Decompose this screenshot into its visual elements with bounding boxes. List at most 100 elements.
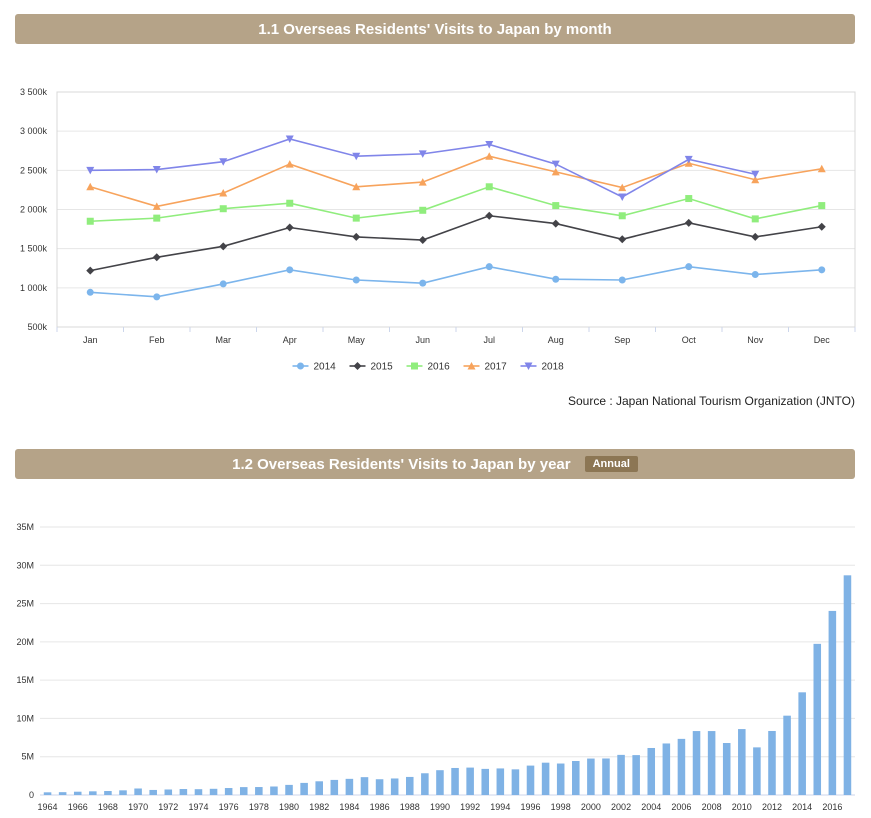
line-x-tick-label: Mar (216, 335, 232, 345)
series-point-2016 (818, 202, 826, 210)
series-point-2017 (352, 182, 361, 191)
series-point-2018 (751, 170, 760, 179)
bar-1967 (89, 791, 97, 795)
annual-badge[interactable]: Annual (584, 456, 638, 472)
bar-x-tick-label: 1974 (188, 802, 208, 812)
series-point-2014 (485, 263, 493, 271)
bar-2005 (662, 743, 671, 795)
bar-2003 (632, 755, 640, 795)
series-point-2016 (286, 199, 294, 207)
series-point-2018 (152, 166, 161, 174)
series-point-2016 (751, 215, 759, 223)
legend-item-2014[interactable]: 2014 (292, 362, 337, 373)
series-point-2018 (485, 140, 494, 149)
bar-2009 (722, 743, 731, 795)
series-point-2017 (485, 152, 494, 160)
bar-1964 (43, 792, 52, 795)
bar-1974 (194, 789, 203, 795)
bar-y-tick-label: 30M (16, 560, 34, 570)
series-point-2015 (817, 222, 826, 231)
series-point-2018 (86, 166, 95, 175)
series-point-2015 (485, 211, 494, 220)
bar-x-tick-label: 1966 (68, 802, 88, 812)
bar-1989 (421, 773, 429, 795)
bar-x-tick-label: 1976 (219, 802, 239, 812)
series-line-2017 (90, 155, 822, 208)
bar-x-tick-label: 2006 (671, 802, 691, 812)
series-point-2018 (352, 152, 361, 161)
bar-x-tick-label: 1982 (309, 802, 329, 812)
bar-x-tick-label: 2004 (641, 802, 661, 812)
bar-1988 (405, 776, 414, 795)
line-x-tick-label: Jun (415, 335, 430, 345)
legend-marker (467, 362, 476, 370)
series-line-2014 (90, 265, 822, 298)
bar-y-tick-label: 5M (21, 752, 34, 762)
annual-bar-chart: 0 5M 10M 15M 20M 25M 30M 35M 1964 1966 1968 1970 197… (16, 522, 855, 812)
series-point-2014 (352, 276, 360, 284)
bar-2000 (587, 758, 595, 795)
bar-1984 (345, 778, 354, 795)
bar-1973 (179, 789, 188, 795)
line-x-tick-label: Oct (682, 335, 697, 345)
bar-1981 (300, 782, 308, 795)
bar-1995 (511, 769, 520, 795)
bar-1990 (436, 770, 444, 795)
series-point-2014 (685, 263, 693, 271)
bar-2002 (617, 754, 625, 795)
series-point-2015 (285, 223, 294, 232)
series-point-2014 (618, 276, 626, 284)
bar-1986 (375, 779, 384, 795)
bar-x-tick-label: 1994 (490, 802, 510, 812)
series-point-2018 (684, 155, 693, 164)
legend-label: 2015 (371, 362, 394, 373)
line-x-tick-label: Aug (548, 335, 564, 345)
series-point-2016 (352, 214, 360, 222)
legend-item-2016[interactable]: 2016 (406, 362, 451, 373)
bar-2010 (738, 729, 746, 795)
line-x-tick-label: Dec (814, 335, 831, 345)
bar-x-tick-label: 1970 (128, 802, 148, 812)
line-y-tick-label: 2 500k (20, 165, 48, 175)
bar-x-tick-label: 1998 (551, 802, 571, 812)
series-point-2017 (285, 160, 294, 168)
line-y-tick-label: 500k (27, 322, 47, 332)
legend-label: 2018 (542, 362, 565, 373)
series-point-2014 (552, 275, 560, 283)
bar-1971 (149, 789, 157, 795)
bar-1979 (270, 786, 278, 795)
legend-item-2017[interactable]: 2017 (463, 362, 508, 373)
bar-x-tick-label: 2008 (702, 802, 722, 812)
bar-x-tick-label: 1992 (460, 802, 480, 812)
legend-item-2018[interactable]: 2018 (520, 362, 565, 373)
series-point-2015 (152, 253, 161, 262)
legend-label: 2017 (485, 362, 508, 373)
legend-item-2015[interactable]: 2015 (349, 362, 394, 373)
bar-1999 (572, 761, 580, 795)
series-point-2016 (86, 217, 94, 225)
bar-1982 (315, 781, 323, 795)
bar-1998 (556, 763, 565, 795)
series-point-2017 (551, 167, 560, 176)
bar-x-tick-label: 1988 (400, 802, 420, 812)
line-y-tick-label: 2 000k (20, 205, 48, 215)
bar-1976 (224, 788, 233, 795)
series-point-2017 (152, 202, 161, 210)
bar-2016 (828, 610, 837, 795)
bar-1993 (481, 768, 490, 795)
line-y-tick-label: 3 000k (20, 126, 48, 136)
bar-x-tick-label: 1986 (370, 802, 390, 812)
bar-2008 (707, 731, 716, 795)
bar-1991 (451, 767, 459, 795)
bar-2014 (798, 692, 806, 795)
bar-1992 (466, 767, 474, 795)
line-x-tick-label: Jul (483, 335, 495, 345)
series-point-2015 (86, 266, 95, 275)
bar-y-tick-label: 0 (29, 790, 34, 800)
bar-x-tick-label: 1980 (279, 802, 299, 812)
series-point-2016 (153, 214, 161, 222)
bar-1985 (360, 777, 369, 795)
source-note: Source : Japan National Tourism Organiza… (567, 394, 855, 408)
line-x-tick-label: May (348, 335, 366, 345)
legend-marker (411, 362, 418, 370)
